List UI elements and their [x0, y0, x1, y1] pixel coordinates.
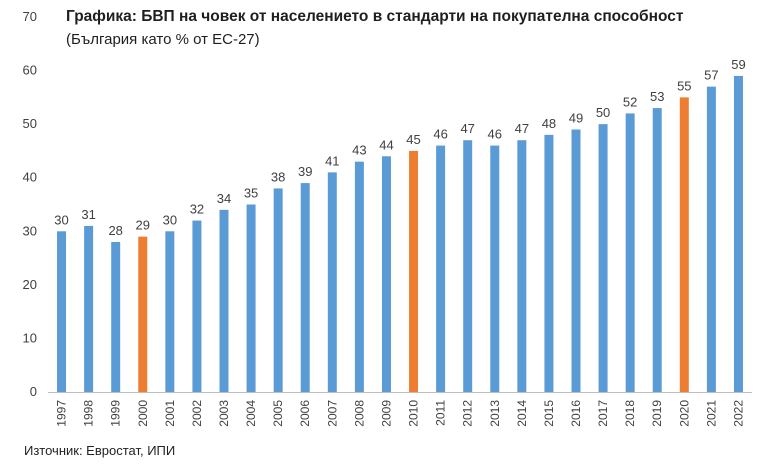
x-tick-label: 2010	[407, 400, 421, 427]
bar	[652, 108, 662, 393]
data-label: 49	[569, 111, 583, 126]
bar	[517, 140, 527, 392]
data-label: 55	[677, 78, 691, 93]
chart-subtitle: (България като % от ЕС-27)	[66, 31, 260, 48]
bar	[192, 220, 202, 392]
y-tick-label: 20	[23, 277, 37, 292]
y-tick-label: 40	[23, 170, 37, 185]
bar	[409, 150, 419, 392]
bar	[598, 124, 608, 393]
data-label: 53	[650, 89, 664, 104]
data-label: 41	[325, 153, 339, 168]
data-label: 45	[406, 132, 420, 147]
data-label: 39	[298, 164, 312, 179]
x-tick-label: 2015	[542, 400, 556, 427]
x-tick-label: 2008	[352, 400, 366, 427]
x-tick-label: 2013	[488, 400, 502, 427]
y-tick-label: 70	[23, 9, 37, 24]
data-label: 43	[352, 143, 366, 158]
x-tick-label: 2019	[650, 400, 664, 427]
bar	[300, 183, 310, 392]
data-label: 44	[379, 137, 393, 152]
bar	[679, 97, 689, 392]
x-tick-label: 2000	[136, 400, 150, 427]
y-tick-label: 60	[23, 63, 37, 78]
data-label: 47	[460, 121, 474, 136]
bar	[571, 129, 581, 392]
data-label: 29	[136, 218, 150, 233]
data-label: 34	[217, 191, 231, 206]
bar	[165, 231, 175, 392]
data-label: 31	[81, 207, 95, 222]
bar	[111, 242, 121, 392]
x-tick-label: 2004	[244, 400, 258, 427]
x-tick-label: 2017	[596, 400, 610, 427]
y-tick-label: 10	[23, 330, 37, 345]
y-tick-label: 0	[30, 384, 37, 399]
x-tick-label: 2009	[379, 400, 393, 427]
data-label: 52	[623, 94, 637, 109]
x-tick-label: 2002	[190, 400, 204, 427]
x-tick-label: 2016	[569, 400, 583, 427]
bar	[273, 188, 283, 392]
bar	[327, 172, 337, 392]
bar	[706, 86, 716, 393]
bar	[354, 161, 364, 392]
x-tick-label: 1998	[82, 400, 96, 427]
y-tick-label: 30	[23, 223, 37, 238]
bar	[463, 140, 473, 392]
x-tick-label: 2014	[515, 400, 529, 427]
data-label: 48	[542, 116, 556, 131]
data-label: 28	[108, 223, 122, 238]
x-tick-label: 2021	[704, 400, 718, 427]
data-label: 30	[163, 212, 177, 227]
bar	[57, 231, 67, 392]
x-tick-label: 2001	[163, 400, 177, 427]
data-label: 35	[244, 186, 258, 201]
bar	[84, 225, 94, 392]
x-tick-label: 2007	[325, 400, 339, 427]
bar	[138, 236, 148, 392]
data-label: 50	[596, 105, 610, 120]
x-tick-label: 2003	[217, 400, 231, 427]
bar	[381, 156, 391, 392]
bar	[625, 113, 635, 392]
bar	[490, 145, 500, 392]
data-label: 46	[488, 127, 502, 142]
data-label: 46	[433, 127, 447, 142]
data-label: 32	[190, 202, 204, 217]
data-label: 57	[704, 68, 718, 83]
source-note: Източник: Евростат, ИПИ	[24, 443, 176, 458]
x-tick-label: 1999	[109, 400, 123, 427]
x-tick-label: 2020	[677, 400, 691, 427]
data-label: 38	[271, 169, 285, 184]
bar	[733, 75, 743, 392]
y-tick-label: 50	[23, 116, 37, 131]
data-label: 59	[731, 57, 745, 72]
x-tick-label: 2018	[623, 400, 637, 427]
bar	[436, 145, 446, 392]
data-label: 30	[54, 212, 68, 227]
x-tick-label: 2022	[731, 400, 745, 427]
data-label: 47	[515, 121, 529, 136]
bar	[246, 204, 256, 392]
bar	[544, 134, 554, 392]
x-tick-label: 2005	[271, 400, 285, 427]
x-tick-label: 2006	[298, 400, 312, 427]
x-tick-label: 2011	[434, 400, 448, 426]
x-tick-label: 2012	[461, 400, 475, 427]
chart-title: Графика: БВП на човек от населението в с…	[66, 8, 684, 25]
bar	[219, 209, 229, 392]
x-tick-label: 1997	[55, 400, 69, 427]
